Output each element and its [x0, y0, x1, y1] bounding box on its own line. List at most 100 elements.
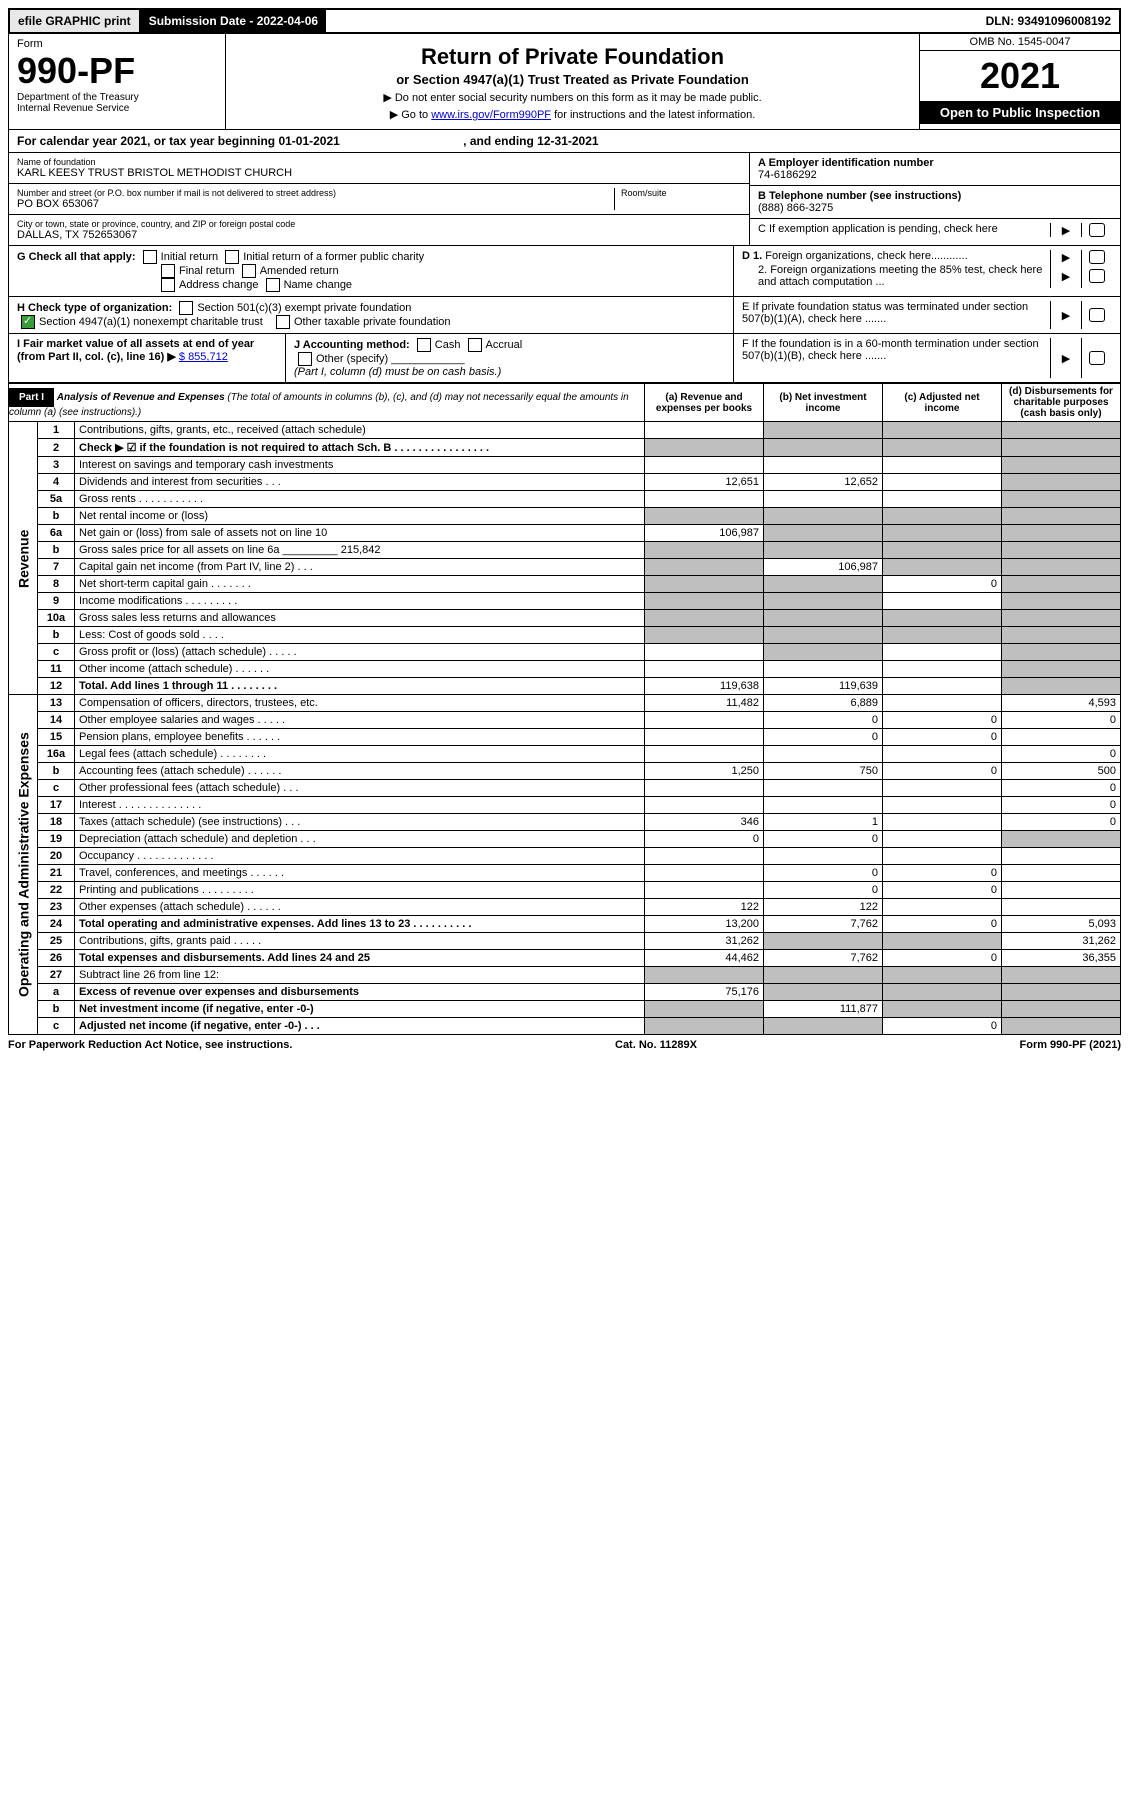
line-number: c — [38, 644, 75, 661]
cell-col-a — [645, 712, 764, 729]
cell-col-b — [764, 1018, 883, 1035]
line-number: 7 — [38, 559, 75, 576]
header-center: Return of Private Foundation or Section … — [226, 34, 919, 129]
g-amended-checkbox[interactable] — [242, 264, 256, 278]
j-accrual-checkbox[interactable] — [468, 338, 482, 352]
line-desc: Printing and publications . . . . . . . … — [75, 882, 645, 899]
efile-label: efile GRAPHIC print — [10, 10, 141, 32]
cell-col-a: 13,200 — [645, 916, 764, 933]
foundation-name: KARL KEESY TRUST BRISTOL METHODIST CHURC… — [17, 167, 741, 179]
cell-col-a: 119,638 — [645, 678, 764, 695]
part1-header-row: Part I Analysis of Revenue and Expenses … — [9, 384, 1121, 422]
cell-col-b — [764, 457, 883, 474]
cell-col-a: 346 — [645, 814, 764, 831]
cell-col-d — [1002, 882, 1121, 899]
e-checkbox[interactable] — [1089, 308, 1105, 322]
cell-col-c: 0 — [883, 916, 1002, 933]
line-number: 6a — [38, 525, 75, 542]
cell-col-b: 0 — [764, 712, 883, 729]
line-desc: Check ▶ ☑ if the foundation is not requi… — [75, 439, 645, 457]
g-name-checkbox[interactable] — [266, 278, 280, 292]
line-number: 19 — [38, 831, 75, 848]
g-final-checkbox[interactable] — [161, 264, 175, 278]
table-row: 20Occupancy . . . . . . . . . . . . . — [9, 848, 1121, 865]
cell-col-b: 122 — [764, 899, 883, 916]
cell-col-d — [1002, 984, 1121, 1001]
cell-col-c — [883, 933, 1002, 950]
table-row: 8Net short-term capital gain . . . . . .… — [9, 576, 1121, 593]
header-right: OMB No. 1545-0047 2021 Open to Public In… — [919, 34, 1120, 129]
g-initial-checkbox[interactable] — [143, 250, 157, 264]
line-desc: Other income (attach schedule) . . . . .… — [75, 661, 645, 678]
cell-col-d — [1002, 422, 1121, 439]
cell-col-d — [1002, 1001, 1121, 1018]
cell-col-a — [645, 439, 764, 457]
cell-col-c — [883, 814, 1002, 831]
cell-col-d — [1002, 439, 1121, 457]
identity-grid: Name of foundation KARL KEESY TRUST BRIS… — [8, 153, 1121, 246]
c-checkbox[interactable] — [1089, 223, 1105, 237]
f-block: F If the foundation is in a 60-month ter… — [734, 334, 1120, 382]
g-label: G Check all that apply: — [17, 251, 136, 263]
d1-checkbox[interactable] — [1089, 250, 1105, 264]
j-other-checkbox[interactable] — [298, 352, 312, 366]
cell-col-b: 0 — [764, 865, 883, 882]
table-row: cOther professional fees (attach schedul… — [9, 780, 1121, 797]
h1-checkbox[interactable] — [179, 301, 193, 315]
cell-col-b — [764, 627, 883, 644]
f-checkbox[interactable] — [1089, 351, 1105, 365]
line-number: 23 — [38, 899, 75, 916]
row-i-j-f: I Fair market value of all assets at end… — [9, 334, 1120, 382]
line-desc: Gross sales price for all assets on line… — [75, 542, 645, 559]
table-row: bAccounting fees (attach schedule) . . .… — [9, 763, 1121, 780]
table-row: 27Subtract line 26 from line 12: — [9, 967, 1121, 984]
j-block: J Accounting method: Cash Accrual Other … — [286, 334, 734, 382]
table-row: bLess: Cost of goods sold . . . . — [9, 627, 1121, 644]
irs-link[interactable]: www.irs.gov/Form990PF — [431, 109, 551, 121]
address: PO BOX 653067 — [17, 198, 614, 210]
table-row: cGross profit or (loss) (attach schedule… — [9, 644, 1121, 661]
cell-col-d: 31,262 — [1002, 933, 1121, 950]
cell-col-c — [883, 899, 1002, 916]
cell-col-c — [883, 610, 1002, 627]
cell-col-c: 0 — [883, 763, 1002, 780]
cell-col-c — [883, 593, 1002, 610]
h2-checkbox[interactable] — [21, 315, 35, 329]
cell-col-d — [1002, 610, 1121, 627]
col-b: (b) Net investment income — [764, 384, 883, 422]
dept-treasury: Department of the Treasury — [17, 92, 217, 103]
table-row: 19Depreciation (attach schedule) and dep… — [9, 831, 1121, 848]
cell-col-b: 1 — [764, 814, 883, 831]
h3-checkbox[interactable] — [276, 315, 290, 329]
footer-left: For Paperwork Reduction Act Notice, see … — [8, 1039, 292, 1051]
line-desc: Income modifications . . . . . . . . . — [75, 593, 645, 610]
cell-col-b: 6,889 — [764, 695, 883, 712]
cell-col-a: 1,250 — [645, 763, 764, 780]
cell-col-b — [764, 610, 883, 627]
footer: For Paperwork Reduction Act Notice, see … — [8, 1035, 1121, 1055]
cell-col-a — [645, 746, 764, 763]
e-block: E If private foundation status was termi… — [734, 297, 1120, 334]
table-row: bGross sales price for all assets on lin… — [9, 542, 1121, 559]
cell-col-c — [883, 627, 1002, 644]
cell-col-d: 5,093 — [1002, 916, 1121, 933]
h2: Section 4947(a)(1) nonexempt charitable … — [39, 316, 263, 328]
table-row: 6aNet gain or (loss) from sale of assets… — [9, 525, 1121, 542]
cell-col-b: 12,652 — [764, 474, 883, 491]
cell-col-d — [1002, 542, 1121, 559]
g-address-checkbox[interactable] — [161, 278, 175, 292]
line-desc: Other expenses (attach schedule) . . . .… — [75, 899, 645, 916]
d2-checkbox[interactable] — [1089, 269, 1105, 283]
table-row: 26Total expenses and disbursements. Add … — [9, 950, 1121, 967]
table-row: bNet investment income (if negative, ent… — [9, 1001, 1121, 1018]
table-row: 2Check ▶ ☑ if the foundation is not requ… — [9, 439, 1121, 457]
cell-col-d — [1002, 899, 1121, 916]
j-cash-checkbox[interactable] — [417, 338, 431, 352]
line-number: a — [38, 984, 75, 1001]
cell-col-c — [883, 848, 1002, 865]
cell-col-d — [1002, 678, 1121, 695]
g-initial-former-checkbox[interactable] — [225, 250, 239, 264]
line-desc: Excess of revenue over expenses and disb… — [75, 984, 645, 1001]
line-desc: Compensation of officers, directors, tru… — [75, 695, 645, 712]
j-label: J Accounting method: — [294, 339, 410, 351]
